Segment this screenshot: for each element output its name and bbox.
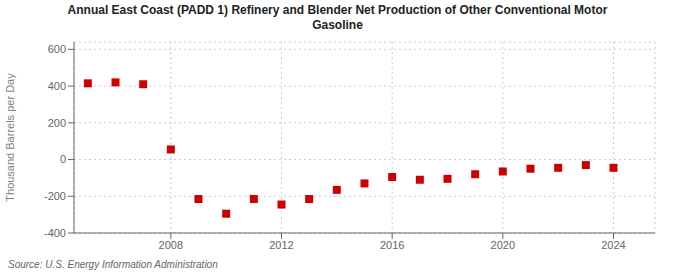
svg-text:0: 0 <box>60 153 66 165</box>
svg-text:400: 400 <box>48 80 66 92</box>
html-text:Annual East Coast (PADD 1) Ref: Annual East Coast (PADD 1) Refinery and … <box>67 3 608 17</box>
html-text:Source: U.S. Energy Informatio: Source: U.S. Energy Information Administ… <box>8 259 218 270</box>
svg-text:2024: 2024 <box>601 239 625 251</box>
svg-text:200: 200 <box>48 117 66 129</box>
svg-text:-400: -400 <box>44 227 66 239</box>
svg-text:2016: 2016 <box>380 239 404 251</box>
html-text:Gasoline: Gasoline <box>312 18 363 32</box>
svg-text:2012: 2012 <box>269 239 293 251</box>
svg-text:-200: -200 <box>44 190 66 202</box>
svg-text:Thousand Barrels per Day: Thousand Barrels per Day <box>8 73 16 202</box>
svg-text:600: 600 <box>48 43 66 55</box>
svg-text:2008: 2008 <box>159 239 183 251</box>
svg-text:2020: 2020 <box>491 239 515 251</box>
